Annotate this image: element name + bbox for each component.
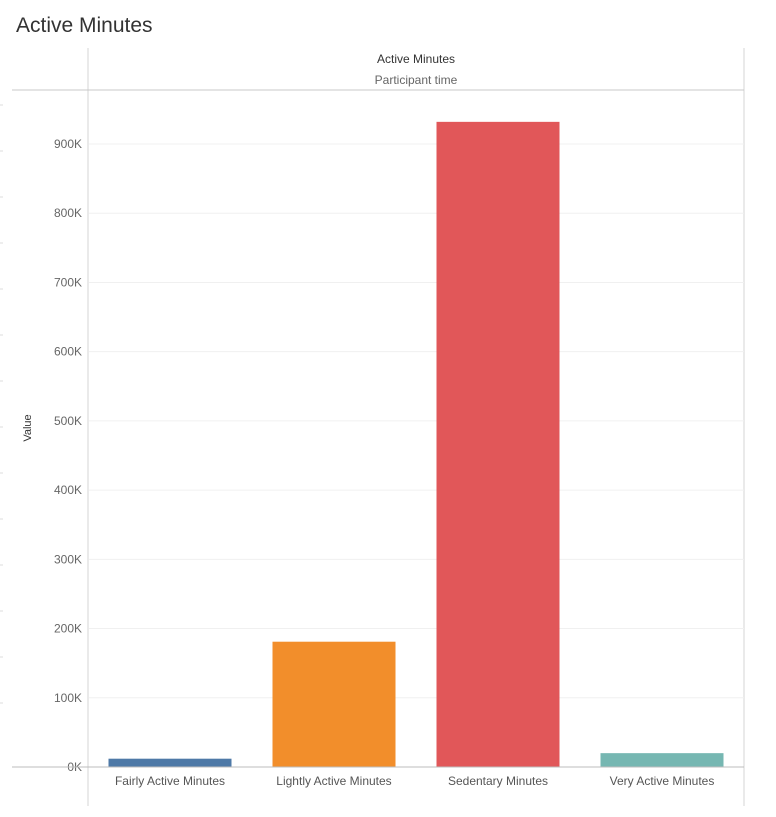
x-tick-label: Fairly Active Minutes: [115, 774, 225, 788]
y-tick-label: 400K: [54, 483, 82, 497]
bar: [272, 641, 396, 767]
y-tick-label: 700K: [54, 275, 82, 289]
column-header: Active Minutes: [376, 52, 456, 66]
y-tick-label: 300K: [54, 552, 82, 566]
y-tick-label: 600K: [54, 345, 82, 359]
y-tick-label: 200K: [54, 622, 82, 636]
bar: [436, 121, 560, 768]
bar: [108, 758, 232, 767]
x-tick-label: Lightly Active Minutes: [276, 774, 391, 788]
column-subheader: Participant time: [374, 73, 458, 87]
y-tick-label: 500K: [54, 414, 82, 428]
y-tick-label: 100K: [54, 691, 82, 705]
y-tick-label: 900K: [54, 137, 82, 151]
bar: [600, 753, 724, 767]
x-tick-label: Sedentary Minutes: [448, 774, 548, 788]
page-title: Active Minutes: [16, 14, 153, 37]
y-tick-label: 800K: [54, 206, 82, 220]
x-tick-label: Very Active Minutes: [610, 774, 715, 788]
y-axis-title: Value: [22, 414, 34, 441]
